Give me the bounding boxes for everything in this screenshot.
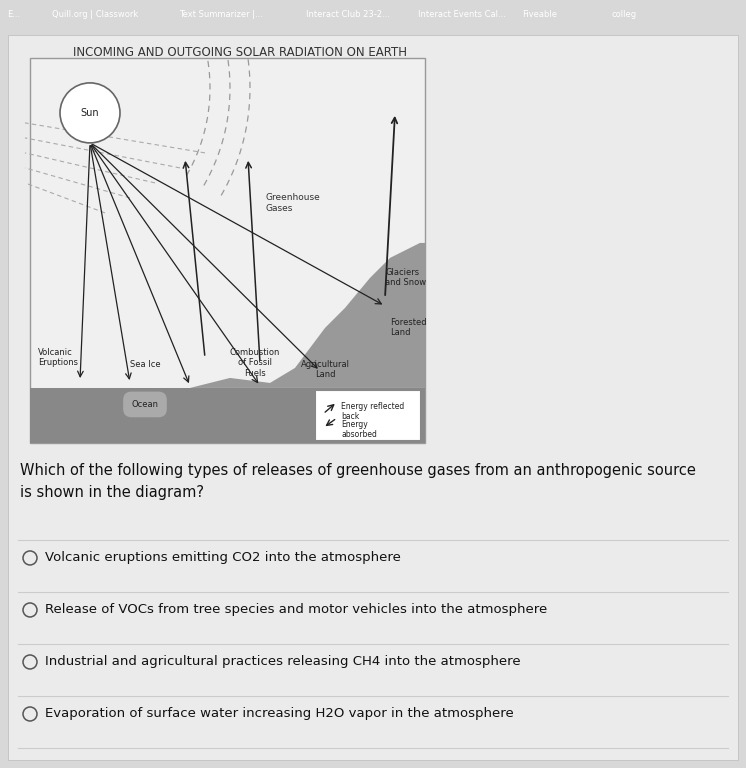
- Text: Combustion
of Fossil
Fuels: Combustion of Fossil Fuels: [230, 348, 280, 378]
- FancyBboxPatch shape: [30, 58, 425, 443]
- Text: Industrial and agricultural practices releasing CH4 into the atmosphere: Industrial and agricultural practices re…: [45, 655, 521, 668]
- Text: INCOMING AND OUTGOING SOLAR RADIATION ON EARTH: INCOMING AND OUTGOING SOLAR RADIATION ON…: [73, 46, 407, 59]
- Text: Fiveable: Fiveable: [522, 10, 557, 19]
- Text: Sea Ice: Sea Ice: [130, 360, 160, 369]
- Text: Ocean: Ocean: [131, 400, 158, 409]
- Text: Text Summarizer |...: Text Summarizer |...: [179, 10, 263, 19]
- Text: Volcanic eruptions emitting CO2 into the atmosphere: Volcanic eruptions emitting CO2 into the…: [45, 551, 401, 564]
- Text: Energy reflected
back: Energy reflected back: [341, 402, 404, 422]
- Text: Greenhouse
Gases: Greenhouse Gases: [265, 193, 320, 213]
- Circle shape: [60, 83, 120, 143]
- Text: Volcanic
Eruptions: Volcanic Eruptions: [38, 348, 78, 367]
- Text: Interact Events Cal...: Interact Events Cal...: [418, 10, 506, 19]
- Text: Sun: Sun: [81, 108, 99, 118]
- Text: Forested
Land: Forested Land: [390, 318, 427, 337]
- FancyBboxPatch shape: [315, 390, 420, 440]
- FancyBboxPatch shape: [30, 388, 425, 443]
- Text: Agricultural
Land: Agricultural Land: [301, 360, 349, 379]
- Text: Which of the following types of releases of greenhouse gases from an anthropogen: Which of the following types of releases…: [20, 463, 696, 499]
- Text: Interact Club 23-2...: Interact Club 23-2...: [306, 10, 389, 19]
- Text: Glaciers
and Snow: Glaciers and Snow: [385, 268, 426, 287]
- FancyBboxPatch shape: [8, 35, 738, 760]
- Text: Release of VOCs from tree species and motor vehicles into the atmosphere: Release of VOCs from tree species and mo…: [45, 604, 548, 617]
- Text: Evaporation of surface water increasing H2O vapor in the atmosphere: Evaporation of surface water increasing …: [45, 707, 514, 720]
- Text: colleg: colleg: [612, 10, 637, 19]
- Text: Quill.org | Classwork: Quill.org | Classwork: [52, 10, 139, 19]
- Polygon shape: [30, 243, 425, 388]
- Text: Energy
absorbed: Energy absorbed: [341, 420, 377, 439]
- Text: E...: E...: [7, 10, 21, 19]
